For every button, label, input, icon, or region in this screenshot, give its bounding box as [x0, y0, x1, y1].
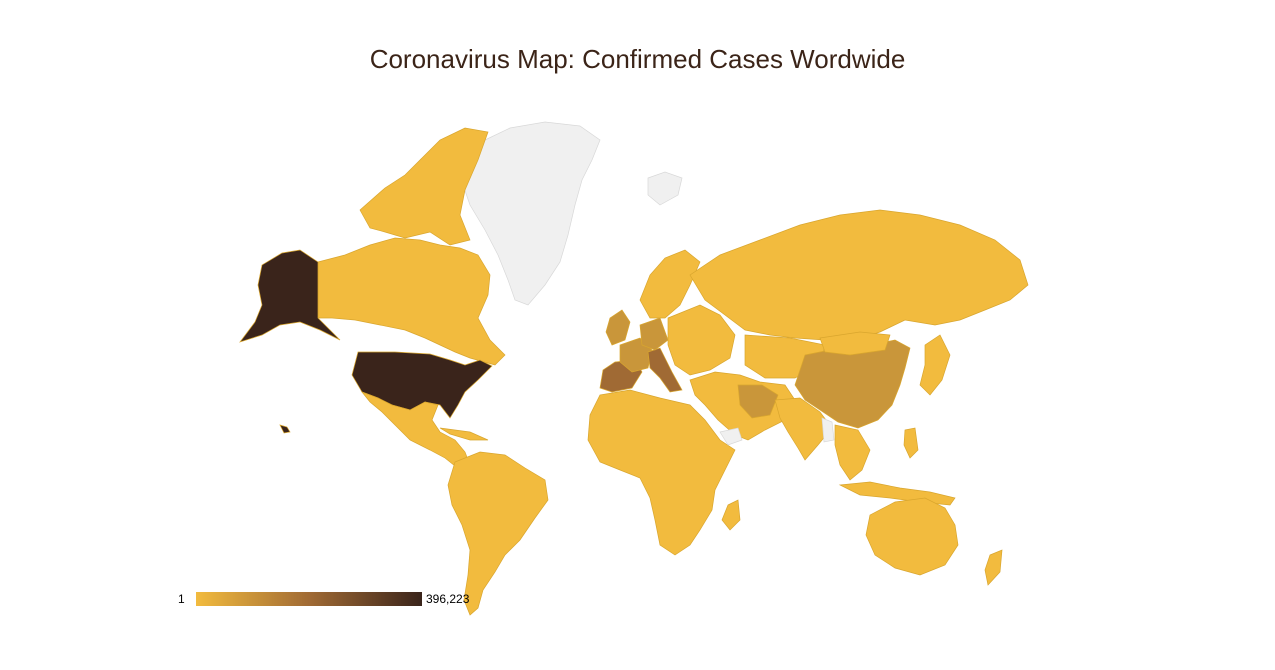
south-america[interactable] [447, 451, 549, 616]
legend-max-label: 396,223 [426, 592, 470, 606]
greenland[interactable] [461, 121, 601, 306]
color-legend: 1 396,223 [178, 590, 469, 608]
canada[interactable] [317, 237, 506, 366]
iran[interactable] [737, 384, 779, 419]
australia[interactable] [865, 497, 959, 576]
myanmar-region [821, 417, 835, 443]
map-title: Coronavirus Map: Confirmed Cases Wordwid… [369, 44, 906, 74]
united-kingdom[interactable] [605, 309, 631, 346]
japan[interactable] [919, 334, 951, 396]
mexico[interactable] [360, 391, 471, 471]
france[interactable] [619, 337, 653, 373]
canada-arctic-islands[interactable] [359, 127, 489, 246]
mongolia[interactable] [819, 331, 891, 356]
alaska[interactable] [239, 249, 341, 343]
africa[interactable] [587, 389, 736, 556]
italy[interactable] [647, 347, 683, 393]
svalbard [647, 171, 683, 206]
western-sahara [719, 427, 743, 446]
madagascar[interactable] [721, 499, 741, 531]
legend-min-label: 1 [178, 592, 185, 606]
russia[interactable] [689, 209, 1029, 341]
scandinavia[interactable] [639, 249, 701, 319]
hawaii [279, 424, 291, 434]
legend-gradient-bar [196, 592, 422, 606]
new-zealand[interactable] [984, 549, 1003, 586]
cuba[interactable] [439, 427, 489, 441]
southeast-asia[interactable] [834, 424, 871, 481]
india[interactable] [774, 397, 833, 461]
eastern-europe[interactable] [667, 304, 736, 376]
philippines[interactable] [903, 427, 919, 459]
germany[interactable] [639, 317, 669, 351]
